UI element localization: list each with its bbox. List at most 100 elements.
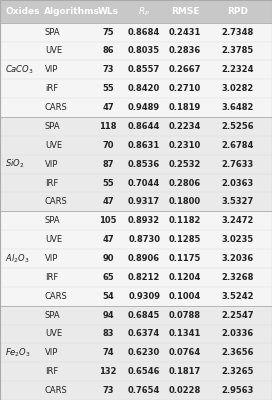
Text: SPA: SPA <box>45 310 60 320</box>
Text: SPA: SPA <box>45 28 60 36</box>
Text: 2.7348: 2.7348 <box>221 28 254 36</box>
Text: CARS: CARS <box>45 197 68 206</box>
Text: 2.2324: 2.2324 <box>221 65 254 74</box>
Bar <box>0 117 272 211</box>
Text: 55: 55 <box>102 178 114 188</box>
Text: 0.2836: 0.2836 <box>169 46 201 56</box>
Text: Algorithms: Algorithms <box>44 7 100 16</box>
Bar <box>0 211 272 306</box>
Text: 65: 65 <box>102 273 114 282</box>
Text: 2.2547: 2.2547 <box>221 310 254 320</box>
Text: 132: 132 <box>99 367 117 376</box>
Text: UVE: UVE <box>45 330 62 338</box>
Text: SPA: SPA <box>45 122 60 131</box>
Text: VIP: VIP <box>45 254 58 263</box>
Bar <box>0 306 272 400</box>
Text: $Fe_2O_3$: $Fe_2O_3$ <box>5 346 31 359</box>
Text: SiO$_2$: SiO$_2$ <box>5 158 24 170</box>
Text: 3.5327: 3.5327 <box>221 197 254 206</box>
Text: 0.2667: 0.2667 <box>169 65 201 74</box>
Text: UVE: UVE <box>45 46 62 56</box>
Text: 0.8932: 0.8932 <box>128 216 160 225</box>
Text: 2.5256: 2.5256 <box>221 122 254 131</box>
Text: VIP: VIP <box>45 65 58 74</box>
Text: 2.3265: 2.3265 <box>221 367 254 376</box>
Text: 47: 47 <box>102 103 114 112</box>
Text: 70: 70 <box>102 141 114 150</box>
Text: UVE: UVE <box>45 141 62 150</box>
Text: 0.1819: 0.1819 <box>169 103 201 112</box>
Text: CARS: CARS <box>45 292 68 301</box>
Text: 0.1175: 0.1175 <box>169 254 201 263</box>
Text: 3.6482: 3.6482 <box>221 103 254 112</box>
Text: 0.8420: 0.8420 <box>128 84 160 93</box>
Text: 0.7044: 0.7044 <box>128 178 160 188</box>
Text: 0.1204: 0.1204 <box>169 273 201 282</box>
Text: UVE: UVE <box>45 235 62 244</box>
Bar <box>0 23 272 117</box>
Text: 0.0788: 0.0788 <box>169 310 201 320</box>
Text: 2.3785: 2.3785 <box>221 46 254 56</box>
Text: 0.1182: 0.1182 <box>169 216 201 225</box>
Text: 2.6784: 2.6784 <box>221 141 254 150</box>
Text: 0.9317: 0.9317 <box>128 197 160 206</box>
Text: 90: 90 <box>102 254 114 263</box>
Text: 86: 86 <box>102 46 114 56</box>
Text: 0.8557: 0.8557 <box>128 65 160 74</box>
Text: 2.3268: 2.3268 <box>221 273 254 282</box>
Text: 54: 54 <box>102 292 114 301</box>
Text: 0.8906: 0.8906 <box>128 254 160 263</box>
Text: 0.9489: 0.9489 <box>128 103 160 112</box>
Text: 0.1817: 0.1817 <box>169 367 201 376</box>
Text: 47: 47 <box>102 197 114 206</box>
Text: 3.5242: 3.5242 <box>221 292 254 301</box>
Text: 0.2310: 0.2310 <box>169 141 201 150</box>
Text: Oxides: Oxides <box>5 7 40 16</box>
Text: 0.0228: 0.0228 <box>169 386 201 395</box>
Text: RMSE: RMSE <box>171 7 199 16</box>
Text: 83: 83 <box>102 330 114 338</box>
Text: 73: 73 <box>102 386 114 395</box>
Text: 73: 73 <box>102 65 114 74</box>
Text: 2.3656: 2.3656 <box>221 348 254 357</box>
Text: 0.2431: 0.2431 <box>169 28 201 36</box>
Text: $Al_2O_3$: $Al_2O_3$ <box>5 252 29 265</box>
Text: CaCO$_3$: CaCO$_3$ <box>5 64 34 76</box>
Text: 2.0363: 2.0363 <box>221 178 254 188</box>
Text: 0.2806: 0.2806 <box>169 178 201 188</box>
Text: 55: 55 <box>102 84 114 93</box>
Text: VIP: VIP <box>45 348 58 357</box>
Text: IRF: IRF <box>45 178 58 188</box>
Text: CARS: CARS <box>45 386 68 395</box>
Text: 0.8644: 0.8644 <box>128 122 160 131</box>
Text: 105: 105 <box>99 216 117 225</box>
Text: 0.6845: 0.6845 <box>128 310 160 320</box>
Bar <box>0 0 272 23</box>
Text: 0.1341: 0.1341 <box>169 330 201 338</box>
Text: CARS: CARS <box>45 103 68 112</box>
Text: 0.8730: 0.8730 <box>128 235 160 244</box>
Text: iRF: iRF <box>45 84 58 93</box>
Text: SPA: SPA <box>45 216 60 225</box>
Text: 0.2710: 0.2710 <box>169 84 201 93</box>
Text: 0.8631: 0.8631 <box>128 141 160 150</box>
Text: 0.0764: 0.0764 <box>169 348 201 357</box>
Text: 3.2036: 3.2036 <box>221 254 254 263</box>
Text: 0.8035: 0.8035 <box>128 46 160 56</box>
Text: IRF: IRF <box>45 367 58 376</box>
Text: 94: 94 <box>102 310 114 320</box>
Text: 0.6374: 0.6374 <box>128 330 160 338</box>
Text: RPD: RPD <box>227 7 248 16</box>
Text: 0.1004: 0.1004 <box>169 292 201 301</box>
Text: 0.8212: 0.8212 <box>128 273 160 282</box>
Text: 0.9309: 0.9309 <box>128 292 160 301</box>
Text: 3.0235: 3.0235 <box>221 235 254 244</box>
Text: 0.1800: 0.1800 <box>169 197 201 206</box>
Text: 0.6546: 0.6546 <box>128 367 160 376</box>
Text: IRF: IRF <box>45 273 58 282</box>
Text: $R_P$: $R_P$ <box>138 5 150 18</box>
Text: 118: 118 <box>99 122 117 131</box>
Text: 3.0282: 3.0282 <box>221 84 254 93</box>
Text: 47: 47 <box>102 235 114 244</box>
Text: 0.2532: 0.2532 <box>169 160 201 169</box>
